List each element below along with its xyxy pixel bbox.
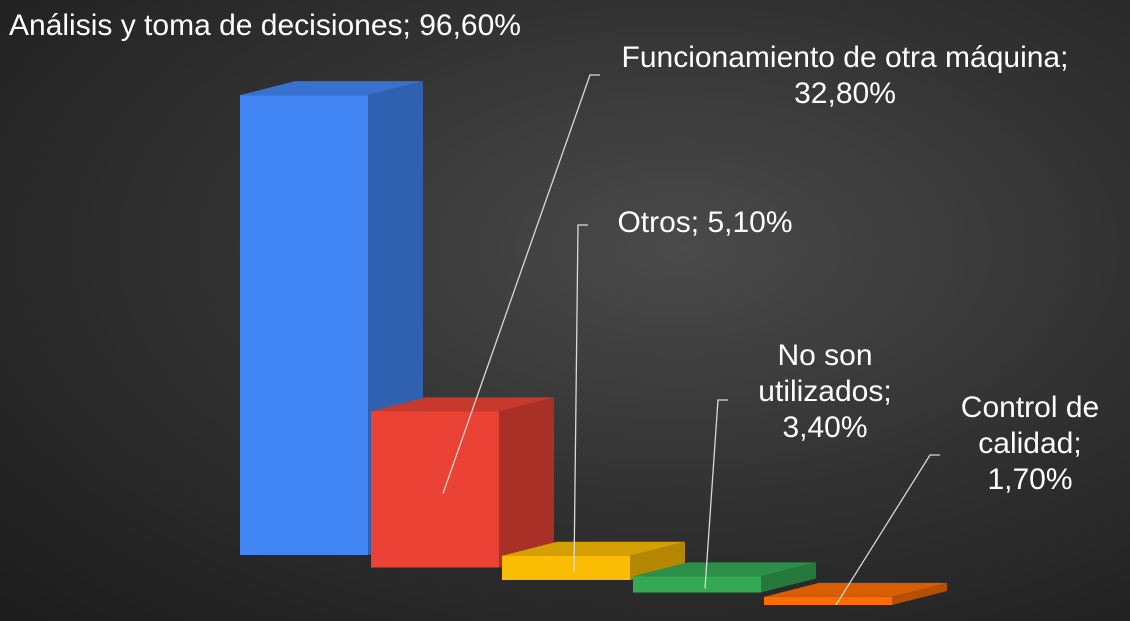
bar-top xyxy=(502,541,685,556)
bar xyxy=(764,582,947,605)
bar xyxy=(633,562,816,593)
bar-front xyxy=(502,555,630,580)
bar-side xyxy=(499,397,554,568)
leader-line xyxy=(704,399,728,589)
bar-top xyxy=(633,562,816,577)
bar-side xyxy=(761,562,816,593)
leader-line xyxy=(573,224,588,572)
data-label: Control de calidad; 1,70% xyxy=(960,391,1100,496)
bar-front xyxy=(371,411,499,568)
data-label: Funcionamiento de otra máquina; 32,80% xyxy=(621,41,1069,110)
bar-top xyxy=(764,582,947,597)
bar-front xyxy=(633,576,761,593)
bar-top xyxy=(371,397,554,412)
bar xyxy=(371,397,554,568)
bar-side xyxy=(630,541,685,580)
bar-top xyxy=(240,81,423,96)
data-label: No son utilizados; 3,40% xyxy=(758,339,892,444)
bar xyxy=(502,541,685,580)
leader-line xyxy=(442,74,600,494)
bar-side xyxy=(892,582,947,605)
bar-front xyxy=(764,596,892,605)
bar-front xyxy=(240,95,368,556)
data-label: Otros; 5,10% xyxy=(617,206,793,239)
data-label: Análisis y toma de decisiones; 96,60% xyxy=(9,9,521,42)
leader-line xyxy=(835,454,940,606)
